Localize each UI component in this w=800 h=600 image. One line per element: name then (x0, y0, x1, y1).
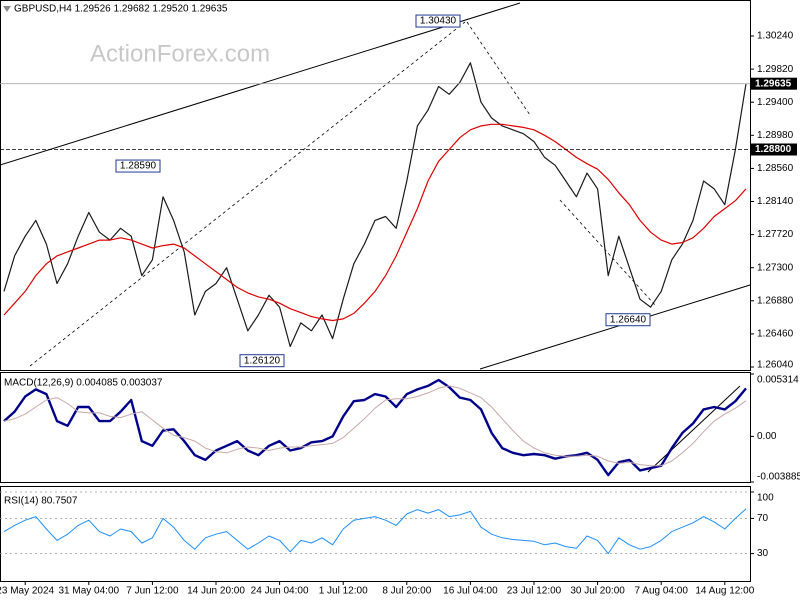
x-tick-label: 16 Jul 04:00 (443, 586, 498, 597)
x-tick-label: 24 Jun 04:00 (251, 586, 309, 597)
dashed-trend (466, 21, 531, 116)
y-tick-label: 1.28980 (757, 130, 794, 141)
x-tick-label: 7 Aug 04:00 (635, 586, 689, 597)
annotation-box (415, 14, 461, 28)
collapse-icon (3, 6, 11, 12)
rsi-panel (0, 486, 751, 582)
x-tick-label: 1 Jul 12:00 (319, 586, 368, 597)
annotation-label: 1.26640 (610, 314, 647, 325)
annotation-label: 1.30430 (420, 16, 457, 27)
y-tick-label: 70 (757, 513, 769, 524)
dashed-trend (29, 21, 466, 367)
y-tick-label: 1.27300 (757, 262, 794, 273)
series-line (3, 123, 747, 322)
series-line (3, 62, 747, 348)
y-tick-label: 30 (757, 548, 769, 559)
x-tick-label: 31 May 04:00 (58, 586, 119, 597)
level-label: 1.29635 (755, 78, 792, 89)
annotation-box (115, 159, 161, 173)
level-tag (751, 77, 797, 90)
watermark: ActionForex.com (90, 40, 270, 67)
macd-panel (0, 372, 751, 483)
y-tick-label: -0.003885 (757, 472, 800, 483)
panel-title: RSI(14) 80.7507 (4, 496, 78, 507)
level-label: 1.28800 (755, 144, 792, 155)
macd-trendline (647, 385, 741, 473)
x-tick-label: 23 May 2024 (0, 586, 55, 597)
y-tick-label: 0.005314 (757, 375, 799, 386)
x-tick-label: 8 Jul 20:00 (382, 586, 431, 597)
y-tick-label: 100 (757, 493, 774, 504)
series-line (3, 385, 747, 467)
y-tick-label: 1.26040 (757, 360, 794, 371)
channel-bottom (479, 284, 751, 370)
annotation-box (605, 313, 651, 327)
y-tick-label: 1.29400 (757, 97, 794, 108)
series-line (3, 508, 747, 555)
annotation-box (239, 354, 285, 368)
series-line (3, 378, 747, 477)
x-tick-label: 30 Jul 20:00 (570, 586, 625, 597)
panel-title: MACD(12,26,9) 0.004085 0.003037 (4, 378, 163, 389)
y-tick-label: 1.26460 (757, 329, 794, 340)
y-tick-label: 1.28560 (757, 163, 794, 174)
y-tick-label: 1.30240 (757, 31, 794, 42)
x-tick-label: 7 Jun 12:00 (126, 586, 179, 597)
panel-title: GBPUSD,H4 1.29526 1.29682 1.29520 1.2963… (14, 4, 228, 15)
level-tag (751, 143, 797, 156)
y-tick-label: 1.29820 (757, 64, 794, 75)
annotation-label: 1.26120 (244, 355, 281, 366)
y-tick-label: 1.27720 (757, 229, 794, 240)
x-tick-label: 23 Jul 12:00 (507, 586, 562, 597)
x-tick-label: 14 Aug 12:00 (695, 586, 754, 597)
price-panel (0, 0, 751, 371)
x-tick-label: 14 Jun 20:00 (187, 586, 245, 597)
y-tick-label: 0.00 (757, 431, 777, 442)
y-tick-label: 1.26880 (757, 295, 794, 306)
y-tick-label: 1.28140 (757, 196, 794, 207)
annotation-label: 1.28590 (120, 161, 157, 172)
